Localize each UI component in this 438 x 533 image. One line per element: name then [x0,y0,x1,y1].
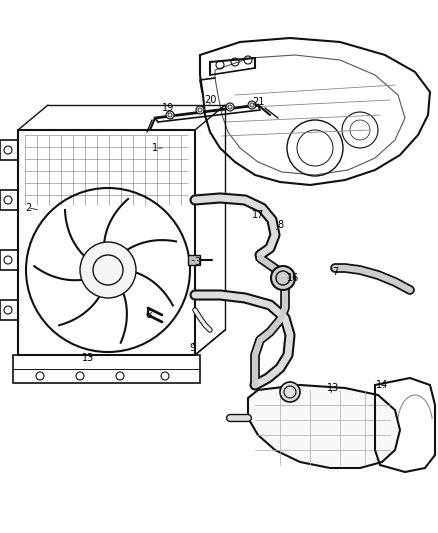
Circle shape [196,106,204,114]
Text: 9: 9 [189,343,195,353]
Text: 13: 13 [327,383,339,393]
Text: 3: 3 [194,257,200,267]
Text: 2: 2 [25,203,31,213]
Text: 21: 21 [252,97,264,107]
Text: 8: 8 [277,220,283,230]
Text: 13: 13 [82,353,94,363]
Circle shape [226,103,234,111]
Text: 14: 14 [376,380,388,390]
Text: 7: 7 [332,267,338,277]
Circle shape [80,242,136,298]
Circle shape [271,266,295,290]
Text: 19: 19 [162,103,174,113]
Polygon shape [188,255,200,265]
Text: 16: 16 [287,273,299,283]
Text: 6: 6 [145,310,151,320]
Circle shape [166,111,174,119]
Text: 20: 20 [204,95,216,105]
Circle shape [280,382,300,402]
Polygon shape [248,385,400,468]
Text: 1: 1 [152,143,158,153]
Circle shape [248,101,256,109]
Text: 17: 17 [252,210,264,220]
